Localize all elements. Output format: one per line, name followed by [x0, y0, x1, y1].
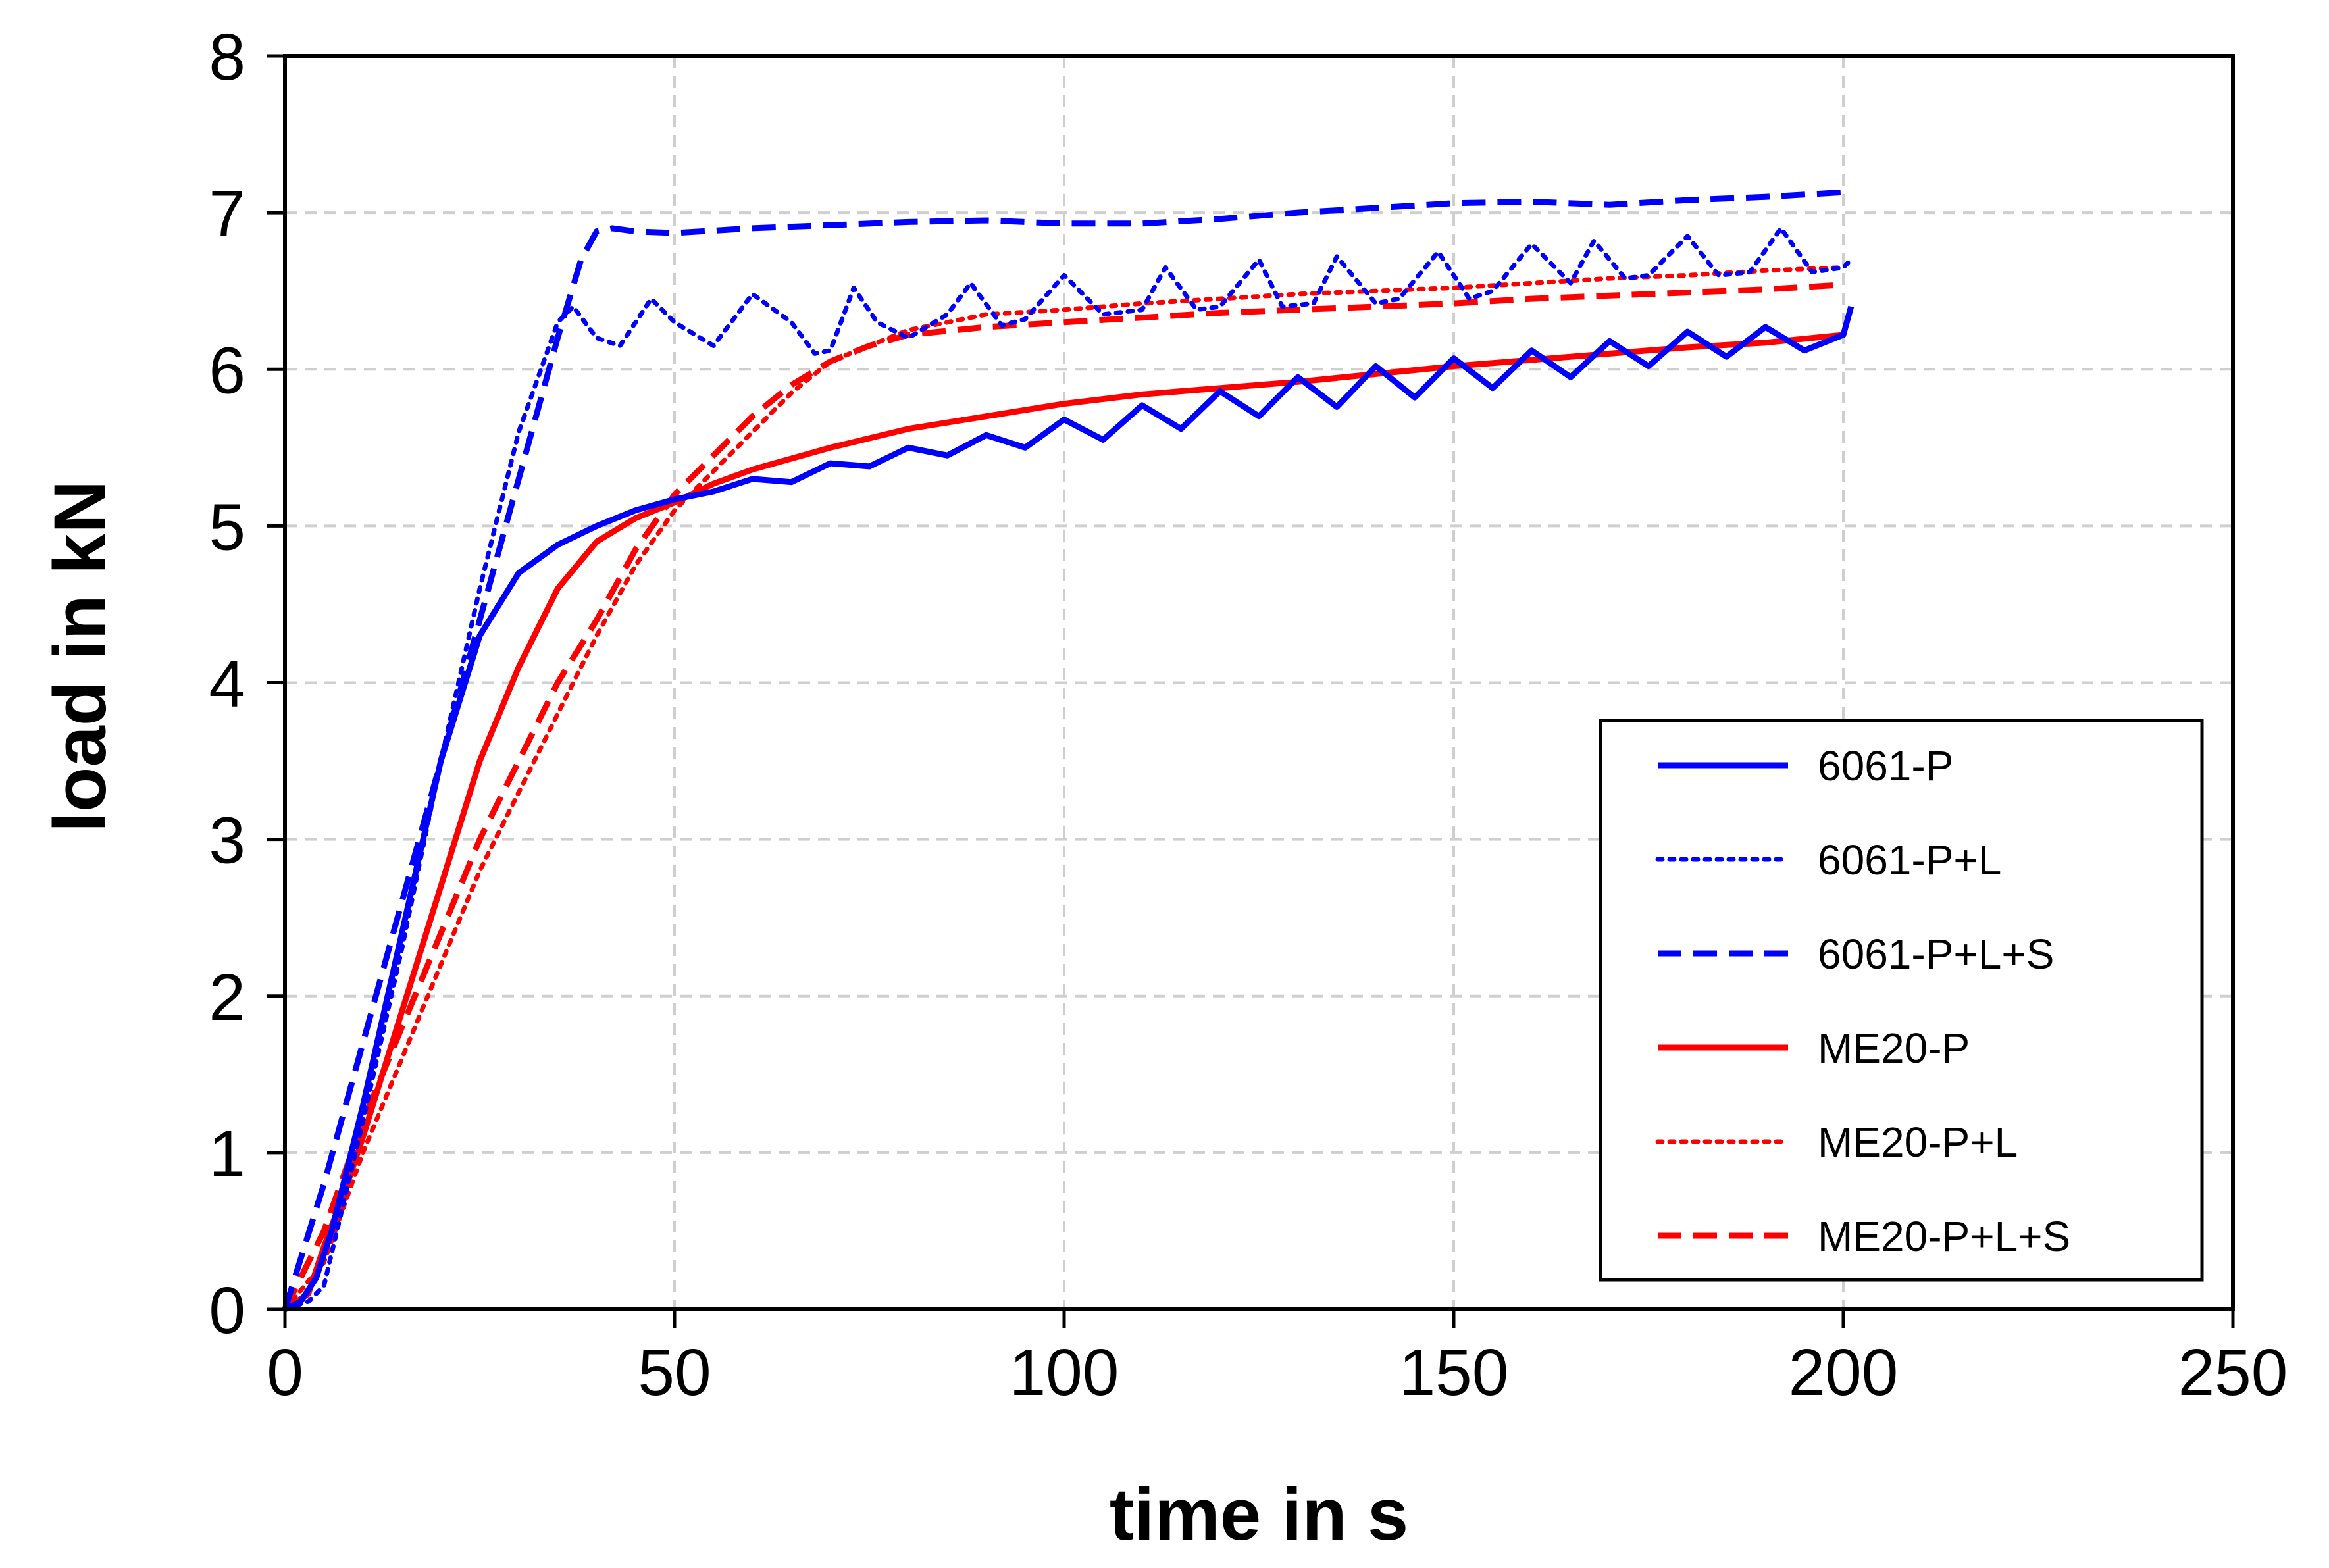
series-layer — [282, 189, 1855, 1313]
series-line-6061-p-l-s — [282, 189, 1844, 1311]
y-tick-label: 4 — [209, 647, 245, 721]
legend-label-me20-p-l-s: ME20-P+L+S — [1818, 1213, 2070, 1260]
x-tick-label: 0 — [267, 1336, 303, 1409]
x-axis-title: time in s — [1110, 1473, 1408, 1555]
y-tick-label: 5 — [209, 490, 245, 564]
x-tick-label: 200 — [1789, 1336, 1899, 1409]
y-tick-label: 3 — [209, 804, 245, 878]
y-axis-title: load in kN — [39, 480, 121, 832]
x-tick-label: 250 — [2178, 1336, 2288, 1409]
y-tick-label: 6 — [209, 334, 245, 407]
y-tick-label: 7 — [209, 177, 245, 251]
x-tick-label: 50 — [638, 1336, 711, 1409]
series-line-6061-p — [283, 305, 1855, 1313]
series-line-me20-p-l-s — [282, 282, 1844, 1311]
legend-label-me20-p: ME20-P — [1818, 1024, 1970, 1072]
legend-label-me20-p-l: ME20-P+L — [1818, 1119, 2018, 1166]
series-line-me20-p-l — [282, 265, 1846, 1312]
y-tick-label: 0 — [209, 1274, 245, 1348]
x-tick-label: 100 — [1010, 1336, 1119, 1409]
legend-box — [1599, 719, 2204, 1282]
y-tick-label: 1 — [209, 1117, 245, 1191]
legend-label-6061-p-l: 6061-P+L — [1818, 836, 2001, 884]
y-tick-label: 8 — [209, 20, 245, 94]
tick-layer: 0 50 100 150 200 250 0 1 2 3 4 5 6 7 8 — [209, 20, 2288, 1409]
legend-label-6061-p: 6061-P — [1818, 742, 1953, 790]
series-line-me20-p — [283, 332, 1844, 1312]
x-tick-label: 150 — [1399, 1336, 1509, 1409]
legend-label-6061-p-l-s: 6061-P+L+S — [1818, 930, 2054, 978]
legend: 6061-P 6061-P+L 6061-P+L+S ME20-P ME20-P+L ME… — [1599, 719, 2204, 1282]
y-tick-label: 2 — [209, 961, 245, 1034]
